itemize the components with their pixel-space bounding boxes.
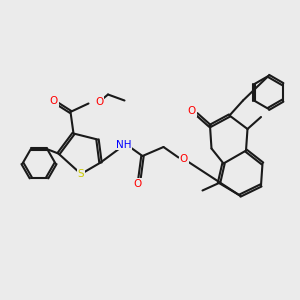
Text: O: O <box>133 179 142 189</box>
Text: O: O <box>180 154 188 164</box>
Text: O: O <box>95 97 103 107</box>
Text: S: S <box>78 169 84 179</box>
Text: NH: NH <box>116 140 132 150</box>
Text: O: O <box>188 106 196 116</box>
Text: O: O <box>50 96 58 106</box>
